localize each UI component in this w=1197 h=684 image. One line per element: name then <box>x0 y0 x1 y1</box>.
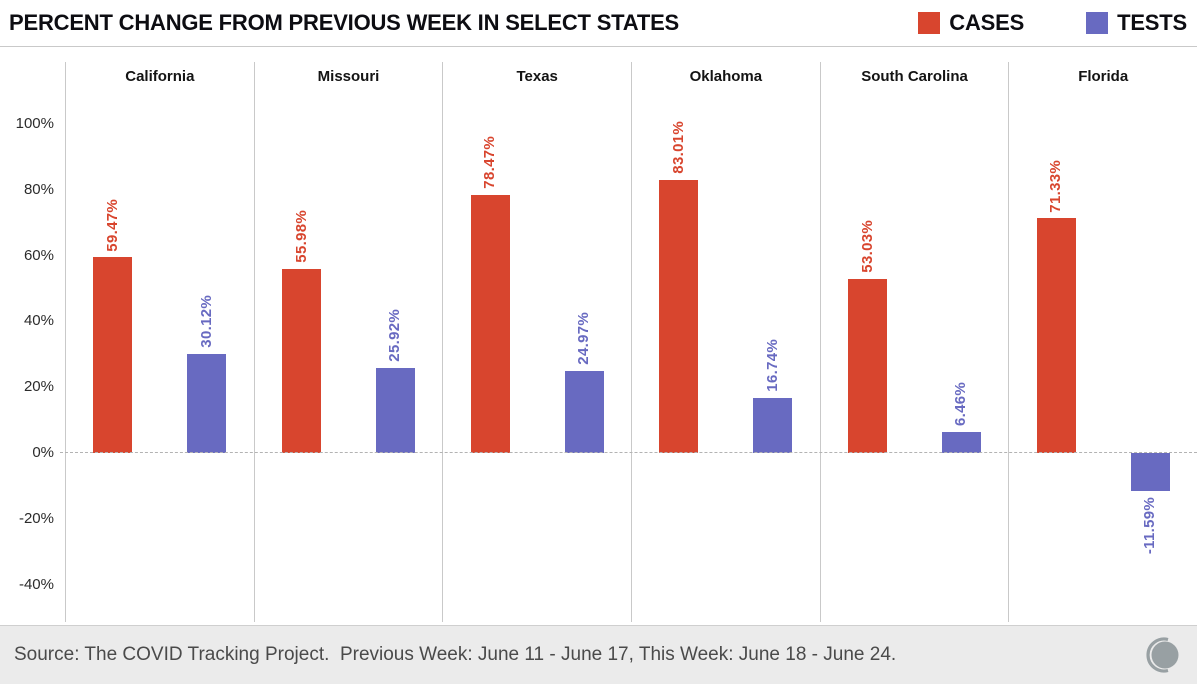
tests-bar-value-label: 24.97% <box>575 312 593 365</box>
state-panel: Missouri 55.98% 25.92% <box>253 62 443 622</box>
tests-bar-value-label: 30.12% <box>197 295 215 348</box>
y-axis-label: 100% <box>15 115 54 132</box>
cases-bar-value-label: 53.03% <box>858 219 876 273</box>
cases-bar-value-label: 55.98% <box>292 210 310 263</box>
bar-chart: 100% 80% 60% 40% 20% 0% -20% -40% California 59.… <box>0 47 1197 625</box>
legend: CASES TESTS <box>918 10 1187 36</box>
state-name-label: South Carolina <box>861 68 968 85</box>
tests-bar <box>1130 453 1170 492</box>
tests-bar <box>375 367 415 453</box>
state-name-label: Missouri <box>317 68 380 85</box>
state-name-label: Florida <box>1078 68 1129 85</box>
tests-bar-value-label: 6.46% <box>952 381 970 426</box>
cases-bar <box>1036 218 1076 453</box>
y-axis-label: -40% <box>18 575 54 593</box>
y-axis-label: 60% <box>23 246 54 264</box>
zero-baseline <box>60 452 1197 453</box>
tests-bar-value-label: -11.59% <box>1141 497 1159 555</box>
legend-item-cases: CASES <box>918 10 1024 36</box>
cases-bar-value-label: 71.33% <box>1047 159 1065 213</box>
cases-bar-value-label: 83.01% <box>669 121 687 174</box>
panels: California 59.47% 30.12% Missouri 55.98% 25.9… <box>65 62 1197 622</box>
state-panel: Florida 71.33% -11.59% <box>1008 62 1197 622</box>
state-panel: California 59.47% 30.12% <box>65 62 254 622</box>
state-name-label: California <box>125 68 195 85</box>
y-axis-label: 40% <box>23 312 54 330</box>
state-panel: South Carolina 53.03% 6.46% <box>819 62 1009 622</box>
covid-tracking-project-logo-icon <box>1146 637 1179 673</box>
cases-bar-value-label: 78.47% <box>481 136 499 189</box>
cases-bar <box>659 179 699 453</box>
cases-swatch-icon <box>918 12 941 34</box>
state-name-label: Texas <box>516 68 558 85</box>
state-name-label: Oklahoma <box>689 68 763 85</box>
cases-bar <box>93 257 133 453</box>
y-axis-label: 80% <box>23 180 54 198</box>
header: PERCENT CHANGE FROM PREVIOUS WEEK IN SEL… <box>0 0 1197 47</box>
page-title: PERCENT CHANGE FROM PREVIOUS WEEK IN SEL… <box>9 10 680 35</box>
legend-label-tests: TESTS <box>1117 10 1187 35</box>
tests-bar-value-label: 25.92% <box>386 309 404 362</box>
state-panel: Texas 78.47% 24.97% <box>442 62 631 622</box>
tests-bar <box>187 353 227 453</box>
tests-swatch-icon <box>1086 12 1109 34</box>
cases-bar <box>848 278 888 453</box>
footer: Source: The COVID Tracking Project. Prev… <box>0 625 1197 684</box>
legend-label-cases: CASES <box>949 10 1025 35</box>
cases-bar-value-label: 59.47% <box>103 198 121 252</box>
tests-bar <box>753 397 793 453</box>
legend-item-tests: TESTS <box>1086 10 1187 36</box>
tests-bar-value-label: 16.74% <box>763 339 781 392</box>
state-panel: Oklahoma 83.01% 16.74% <box>631 62 820 622</box>
y-axis-label: 20% <box>23 378 54 396</box>
y-axis-label: 0% <box>32 444 54 461</box>
cases-bar <box>282 268 322 453</box>
tests-bar <box>941 431 981 453</box>
y-axis: 100% 80% 60% 40% 20% 0% -20% -40% <box>0 47 58 625</box>
tests-bar <box>564 370 604 453</box>
cases-bar <box>470 194 510 453</box>
source-text: Source: The COVID Tracking Project. Prev… <box>14 644 897 665</box>
y-axis-label: -20% <box>18 509 54 527</box>
